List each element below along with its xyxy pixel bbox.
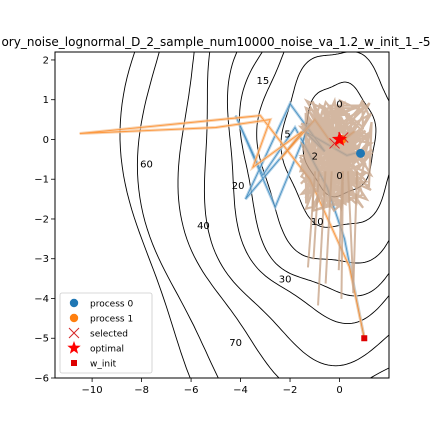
plot-frame	[54, 51, 390, 379]
contour-line	[136, 52, 219, 378]
contour-line	[226, 52, 389, 325]
noise-spike	[352, 171, 359, 294]
legend-label: process 1	[90, 315, 133, 325]
trajectory-traces	[79, 96, 375, 339]
noise-spike	[312, 171, 320, 260]
plot-area: 0 0 2 5 10 15 20 30 40 60 70	[79, 52, 389, 378]
noise-spike	[306, 171, 317, 268]
legend-label: w_init	[90, 360, 117, 370]
x-tick-label: −8	[134, 385, 149, 396]
noise-spike	[317, 171, 327, 306]
y-axis: 2 1 0 −1 −2 −3 −4 −5 −6	[34, 55, 55, 385]
contour-labels: 0 0 2 5 10 15 20 30 40 60 70	[140, 76, 343, 349]
y-tick-label: −3	[34, 254, 49, 265]
x-tick-label: −4	[233, 385, 248, 396]
legend-label: optimal	[90, 345, 124, 355]
contour-label: 15	[256, 76, 269, 87]
noise-spike	[347, 171, 355, 290]
contour-label: 40	[197, 221, 210, 232]
markers	[329, 131, 368, 342]
x-tick-label: 0	[336, 385, 342, 396]
contour-label: 20	[232, 181, 245, 192]
y-tick-label: −5	[34, 334, 49, 345]
legend-marker	[69, 313, 79, 323]
final-point	[356, 148, 366, 158]
legend-marker	[71, 360, 77, 366]
legend-marker	[67, 341, 81, 354]
x-tick-label: −2	[283, 385, 298, 396]
y-tick-label: −4	[34, 294, 49, 305]
y-tick-label: 1	[43, 95, 49, 106]
x-tick-label: −10	[82, 385, 103, 396]
contour-line	[119, 52, 191, 378]
contour-label: 0	[336, 100, 342, 111]
y-tick-label: 0	[43, 135, 49, 146]
w-init-marker	[361, 335, 368, 342]
legend: process 0 process 1 selected optimal w_init	[59, 292, 153, 374]
legend-marker	[69, 298, 79, 308]
contour-label: 30	[279, 275, 292, 286]
legend-label: process 0	[90, 300, 133, 310]
contour-line	[256, 52, 389, 264]
noise-spike	[340, 171, 344, 299]
y-tick-label: 2	[43, 55, 49, 66]
contour-label: 5	[284, 130, 290, 141]
chart-title: ory_noise_lognormal_D_2_sample_num10000_…	[1, 35, 430, 49]
contour-line	[280, 52, 389, 228]
contour-label: 60	[140, 159, 153, 170]
x-axis: −10 −8 −6 −4 −2 0	[82, 378, 343, 396]
legend-label: selected	[90, 330, 128, 340]
legend-marker	[68, 327, 80, 339]
y-tick-label: −2	[34, 214, 49, 225]
y-tick-label: −6	[34, 374, 49, 385]
x-tick-label: −6	[184, 385, 199, 396]
contour-label: 0	[336, 171, 342, 182]
optimal-star	[331, 131, 348, 146]
contour-line	[203, 52, 389, 367]
y-tick-label: −1	[34, 175, 49, 186]
contour-label: 10	[311, 217, 324, 228]
contour-label: 70	[229, 338, 242, 349]
noise-spike	[324, 171, 333, 284]
legend-box	[59, 292, 153, 374]
contour-lines	[119, 52, 389, 378]
contour-line	[177, 52, 389, 378]
noise-cloud	[297, 96, 375, 213]
contour-label: 2	[312, 151, 318, 162]
